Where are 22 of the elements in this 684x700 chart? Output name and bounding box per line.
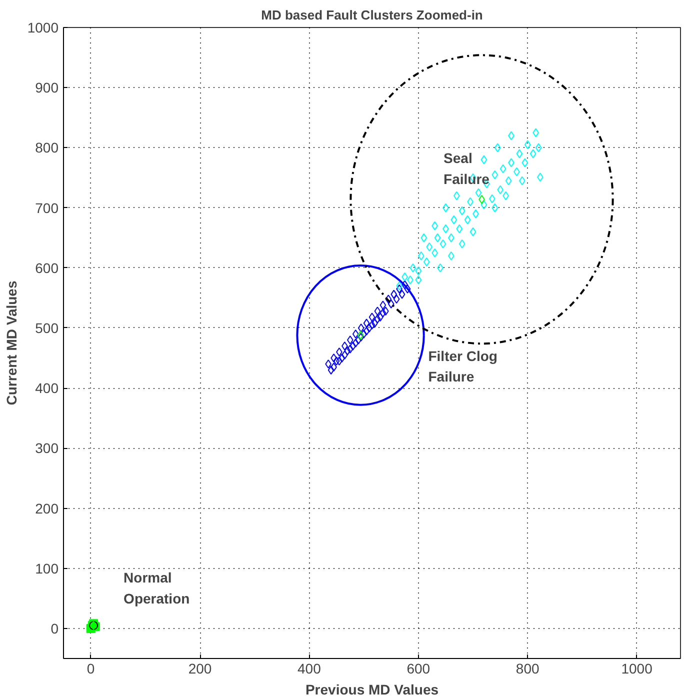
annotation: Filter Clog Failure [428, 348, 498, 385]
x-tick-label: 0 [86, 660, 95, 676]
x-tick-label: 400 [298, 660, 322, 676]
y-tick-label: 100 [35, 560, 59, 576]
x-tick-label: 1000 [621, 660, 653, 676]
x-tick-label: 800 [516, 660, 540, 676]
y-tick-label: 1000 [27, 20, 59, 36]
y-tick-label: 400 [35, 380, 59, 396]
annotation: Normal Operation [124, 570, 190, 606]
x-tick-label: 600 [406, 660, 430, 676]
y-tick-label: 800 [35, 140, 59, 156]
y-tick-label: 500 [35, 320, 59, 336]
y-tick-label: 0 [50, 620, 59, 636]
x-axis-title: Previous MD Values [305, 682, 439, 698]
y-tick-label: 900 [35, 80, 59, 96]
y-tick-label: 600 [35, 260, 59, 276]
y-tick-label: 300 [35, 440, 59, 456]
y-tick-label: 200 [35, 500, 59, 516]
y-axis-title: Current MD Values [3, 280, 20, 406]
y-tick-label: 700 [35, 200, 59, 216]
x-tick-label: 200 [188, 660, 212, 676]
chart-title: MD based Fault Clusters Zoomed-in [261, 8, 483, 22]
